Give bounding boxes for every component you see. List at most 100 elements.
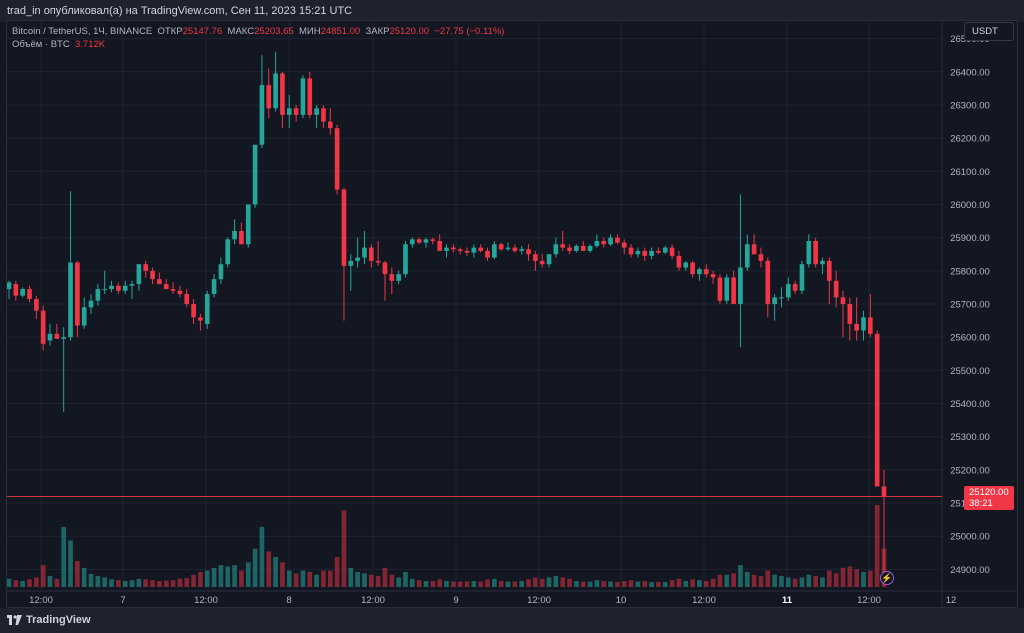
- last-price-label: 25120.00 38:21: [964, 486, 1014, 510]
- time-tick-label: 12:00: [527, 595, 551, 606]
- candle-body: [744, 244, 750, 268]
- volume-bar: [751, 574, 757, 587]
- lightning-icon[interactable]: ⚡: [880, 571, 894, 585]
- volume-bar: [68, 540, 73, 587]
- volume-bar: [587, 581, 593, 587]
- volume-bar: [7, 578, 12, 587]
- volume-bar: [847, 566, 853, 587]
- volume-bar: [451, 581, 456, 587]
- time-tick-label: 8: [286, 595, 291, 606]
- volume-bar: [498, 580, 504, 587]
- candle-body: [75, 262, 80, 326]
- volume-bar: [170, 580, 176, 587]
- currency-button[interactable]: USDT: [964, 22, 1014, 41]
- last-price-value: 25120.00: [969, 487, 1009, 498]
- volume-bar: [368, 574, 374, 587]
- candle-body: [683, 262, 689, 268]
- candle-body: [88, 300, 94, 308]
- volume-bar: [259, 526, 265, 587]
- candle-body: [751, 244, 757, 255]
- volume-bar: [662, 582, 668, 587]
- chart-pane[interactable]: 26500.0026400.0026300.0026200.0026100.00…: [6, 20, 1018, 608]
- candle-body: [799, 264, 805, 291]
- volume-bar: [150, 580, 155, 587]
- tradingview-logo[interactable]: [7, 615, 22, 625]
- time-tick-label: 12:00: [194, 595, 218, 606]
- candle-body: [191, 304, 196, 318]
- candle-body: [868, 317, 873, 334]
- candle-body: [136, 264, 142, 285]
- candle-body: [464, 250, 470, 253]
- candle-body: [724, 277, 730, 301]
- symbol-name[interactable]: Bitcoin / TetherUS, 1Ч, BINANCE: [12, 26, 153, 37]
- volume-bar: [20, 580, 25, 587]
- candle-body: [170, 289, 176, 291]
- high-label: МАКС: [227, 26, 255, 37]
- volume-bar: [293, 573, 299, 587]
- volume-bar: [252, 548, 258, 587]
- candle-body: [396, 274, 401, 281]
- volume-bar: [444, 580, 449, 587]
- volume-bar: [697, 580, 702, 587]
- volume-bar: [744, 571, 750, 587]
- volume-bar: [546, 577, 552, 587]
- volume-bar: [731, 573, 736, 587]
- candle-body: [526, 249, 531, 255]
- volume-bar: [485, 579, 490, 587]
- volume-bar: [102, 577, 108, 587]
- candle-body: [498, 244, 504, 250]
- volume-bar: [738, 565, 743, 587]
- volume-bar: [635, 581, 641, 587]
- candle-body: [34, 299, 39, 311]
- candle-body: [218, 264, 224, 280]
- volume-bar: [239, 570, 244, 587]
- candle-body: [656, 250, 661, 253]
- candle-body: [259, 85, 265, 145]
- volume-bar: [649, 582, 654, 587]
- candle-body: [61, 337, 67, 339]
- volume-bar: [375, 576, 381, 587]
- candle-body: [820, 260, 825, 265]
- candle-body: [204, 294, 210, 324]
- volume-bar: [184, 578, 190, 587]
- candle-body: [539, 260, 545, 265]
- candle-body: [150, 270, 155, 280]
- volume-bar: [505, 581, 511, 587]
- candle-body: [122, 285, 128, 291]
- volume-bar: [868, 570, 873, 587]
- volume-bar: [423, 580, 429, 587]
- bar-countdown: 38:21: [969, 498, 993, 509]
- low-label: МИН: [298, 26, 321, 37]
- footer-brand[interactable]: TradingView: [26, 614, 91, 626]
- candle-body: [772, 297, 777, 304]
- volume-bar: [232, 565, 237, 587]
- volume-bar: [601, 580, 607, 587]
- volume-bar: [772, 574, 777, 587]
- volume-bar: [198, 571, 203, 587]
- candle-body: [731, 277, 736, 304]
- volume-bar: [703, 580, 709, 587]
- candle-body: [669, 247, 675, 256]
- candle-body: [847, 304, 853, 324]
- price-chart[interactable]: 26500.0026400.0026300.0026200.0026100.00…: [7, 21, 1017, 607]
- candle-body: [252, 144, 258, 205]
- candle-body: [47, 333, 53, 341]
- time-tick-label: 12:00: [857, 595, 881, 606]
- candle-body: [211, 279, 217, 295]
- candle-body: [676, 255, 682, 268]
- candle-body: [225, 239, 231, 265]
- candle-body: [327, 121, 333, 129]
- volume-bar: [163, 580, 169, 587]
- volume-bar: [553, 576, 559, 587]
- candle-body: [95, 289, 101, 301]
- candle-body: [13, 284, 19, 296]
- volume-label[interactable]: Объём · BTC: [12, 39, 70, 50]
- volume-bar: [580, 581, 586, 587]
- price-tick-label: 24900.00: [950, 565, 990, 576]
- candle-body: [826, 260, 832, 281]
- candle-body: [430, 239, 436, 241]
- candle-body: [697, 269, 702, 275]
- candle-body: [690, 262, 695, 275]
- candle-body: [198, 317, 203, 321]
- candle-body: [129, 284, 135, 286]
